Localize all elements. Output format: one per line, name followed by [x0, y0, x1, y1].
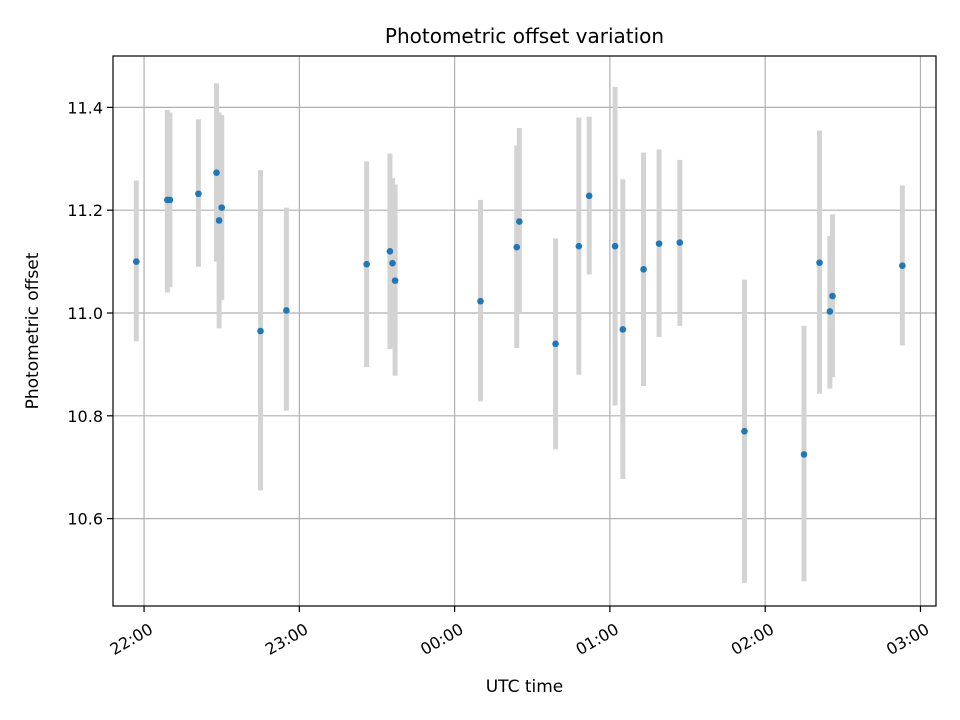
data-point [800, 451, 808, 458]
data-point [213, 169, 220, 176]
data-point [283, 307, 290, 314]
y-tick-label: 11.2 [67, 201, 103, 220]
data-point [218, 204, 225, 211]
data-point [513, 243, 521, 251]
data-point [516, 218, 523, 225]
data-point [640, 266, 647, 273]
data-point [389, 259, 396, 267]
data-point [166, 196, 174, 204]
data-point [195, 190, 202, 198]
data-point [552, 340, 559, 348]
data-point [363, 260, 370, 268]
data-point [611, 242, 619, 250]
data-points [132, 169, 906, 458]
data-point [391, 277, 399, 284]
data-point [132, 258, 140, 265]
y-axis-label: Photometric offset [23, 252, 43, 409]
y-axis: 10.6 10.8 11.0 11.2 11.4 [67, 98, 113, 529]
data-point [676, 239, 684, 246]
data-point [826, 308, 834, 315]
data-point [655, 240, 663, 247]
data-point [215, 217, 223, 224]
y-tick-label: 11.4 [67, 98, 103, 117]
data-point [477, 297, 484, 305]
data-point [257, 327, 264, 335]
data-point [386, 248, 394, 255]
plot-area-frame [112, 55, 937, 607]
data-point [816, 259, 823, 266]
x-axis-label: UTC time [486, 677, 564, 697]
y-tick-label: 10.6 [67, 510, 103, 529]
y-tick-label: 10.8 [67, 407, 103, 426]
data-point [575, 242, 583, 250]
data-point [829, 292, 836, 300]
chart-title: Photometric offset variation [385, 24, 664, 48]
data-point [619, 326, 627, 333]
grid [113, 56, 936, 606]
data-point [741, 427, 748, 435]
data-point [899, 262, 906, 270]
data-point [585, 192, 593, 200]
y-tick-label: 11.0 [67, 304, 103, 323]
